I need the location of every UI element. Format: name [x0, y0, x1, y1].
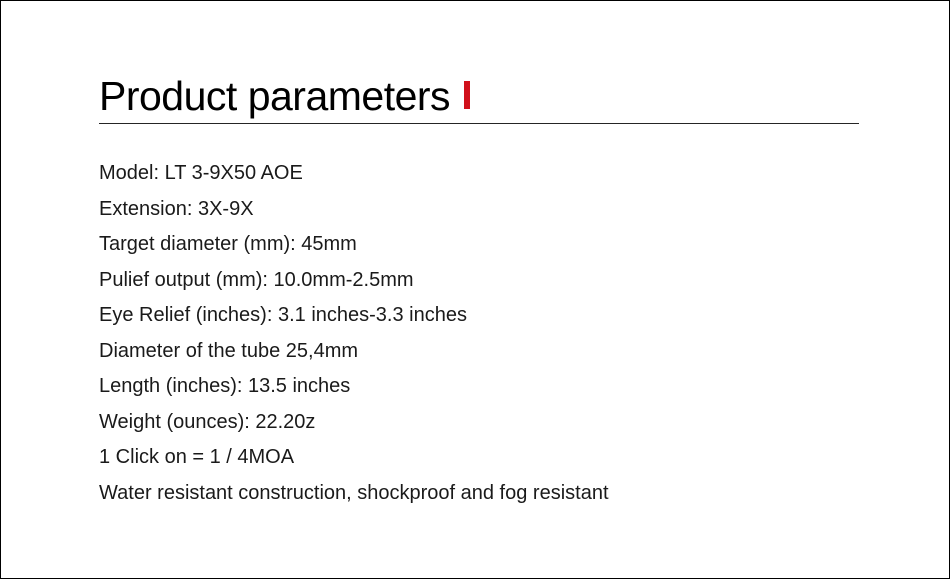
heading-row: Product parameters [99, 73, 851, 120]
param-line-pulief-output: Pulief output (mm): 10.0mm-2.5mm [99, 270, 851, 290]
page-title: Product parameters [99, 73, 450, 120]
document-frame: Product parameters Model: LT 3-9X50 AOE … [0, 0, 950, 579]
parameters-list: Model: LT 3-9X50 AOE Extension: 3X-9X Ta… [99, 163, 851, 518]
param-line-resistance: Water resistant construction, shockproof… [99, 483, 851, 503]
heading-underline [99, 123, 859, 124]
param-line-tube-diameter: Diameter of the tube 25,4mm [99, 341, 851, 361]
param-line-eye-relief: Eye Relief (inches): 3.1 inches-3.3 inch… [99, 305, 851, 325]
param-line-length: Length (inches): 13.5 inches [99, 376, 851, 396]
param-line-model: Model: LT 3-9X50 AOE [99, 163, 851, 183]
param-line-click-value: 1 Click on = 1 / 4MOA [99, 447, 851, 467]
param-line-extension: Extension: 3X-9X [99, 199, 851, 219]
accent-mark-icon [464, 81, 470, 109]
param-line-target-diameter: Target diameter (mm): 45mm [99, 234, 851, 254]
param-line-weight: Weight (ounces): 22.20z [99, 412, 851, 432]
